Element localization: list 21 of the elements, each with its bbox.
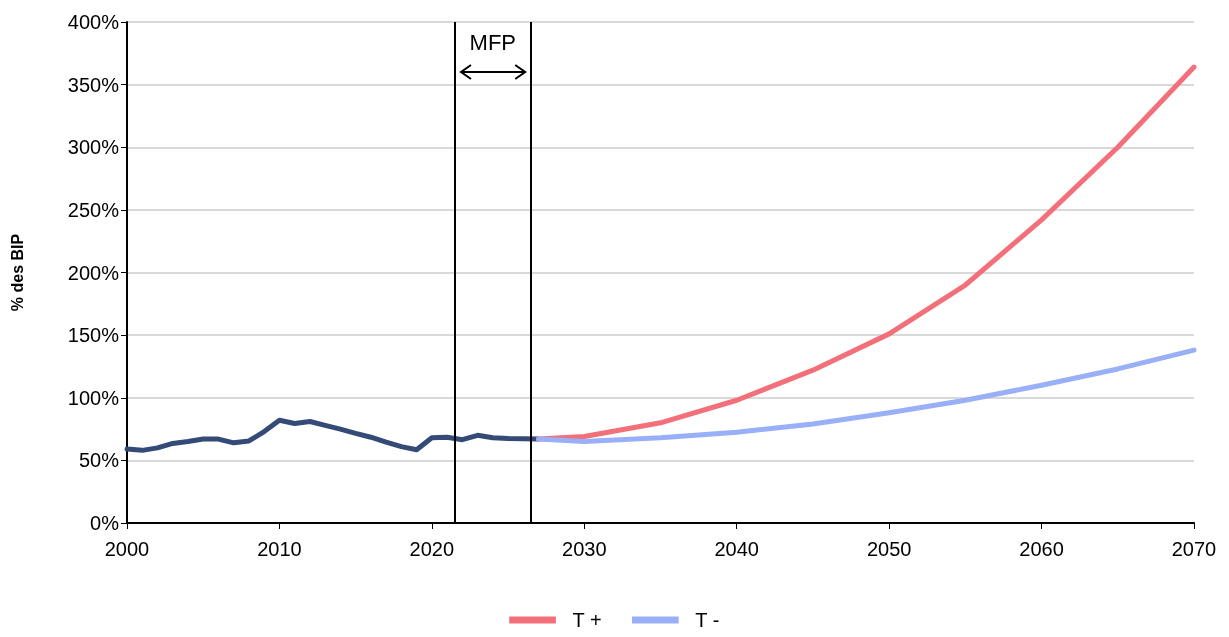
y-tick-label: 50% bbox=[78, 449, 120, 472]
legend-label: T - bbox=[695, 609, 720, 631]
y-tick-label: 100% bbox=[67, 386, 120, 409]
y-tick-label: 150% bbox=[67, 324, 120, 347]
annotation: MFP bbox=[469, 29, 517, 55]
x-tick-label: 2040 bbox=[714, 538, 759, 560]
legend-label: T + bbox=[572, 609, 602, 631]
y-tick-label: 250% bbox=[67, 198, 120, 221]
x-tick-label: 2070 bbox=[1171, 538, 1217, 560]
y-axis-title: % des BIP bbox=[8, 233, 26, 312]
x-tick-label: 2060 bbox=[1019, 538, 1064, 560]
y-tick-label: 0% bbox=[90, 512, 120, 534]
x-tick-label: 2020 bbox=[409, 538, 455, 560]
x-tick-label: 2030 bbox=[562, 538, 607, 560]
y-tick-label: 400% bbox=[67, 11, 120, 33]
x-tick-label: 2050 bbox=[866, 538, 912, 560]
y-tick-label: 350% bbox=[67, 73, 120, 96]
y-tick-label: 300% bbox=[67, 136, 120, 159]
y-tick-label: 200% bbox=[67, 261, 120, 284]
x-tick-label: 2000 bbox=[104, 538, 150, 560]
x-tick-label: 2010 bbox=[257, 538, 302, 560]
